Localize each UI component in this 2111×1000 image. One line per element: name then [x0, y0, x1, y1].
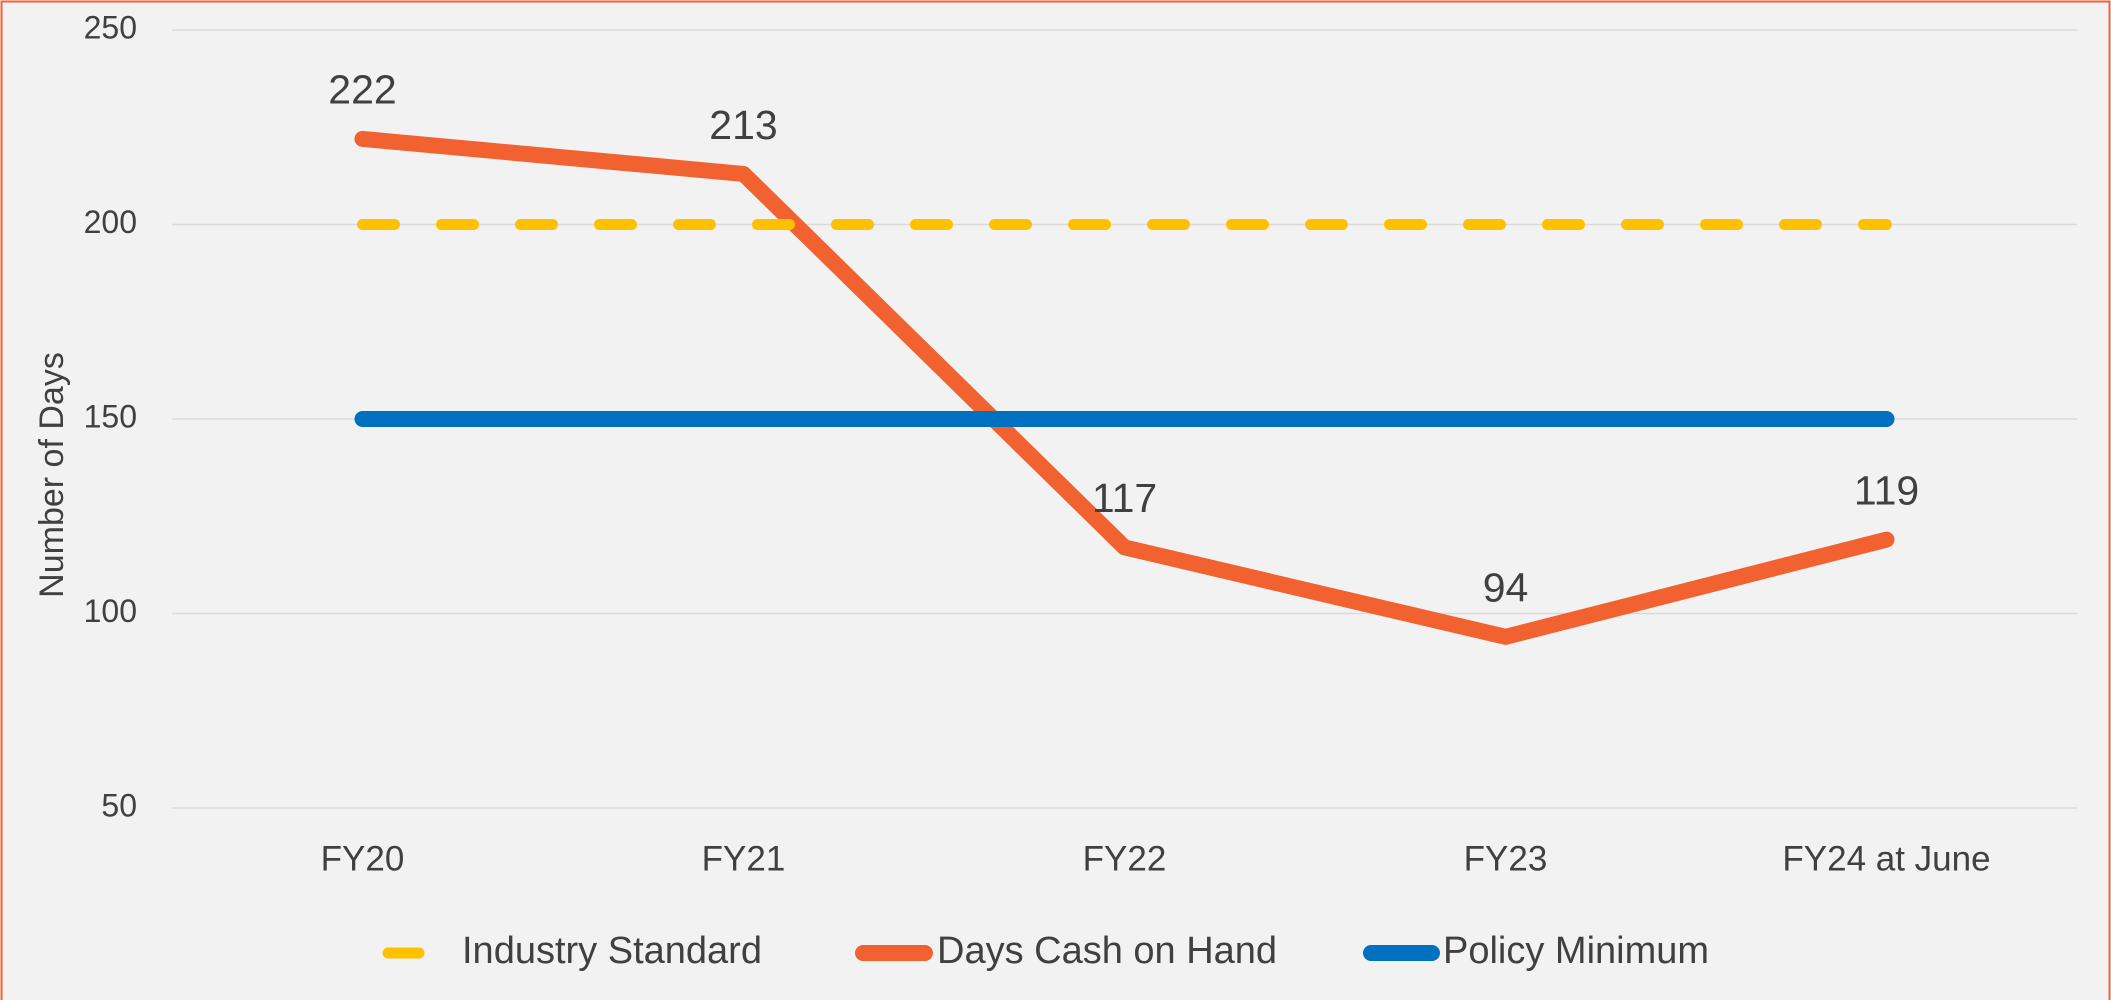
legend-label: Days Cash on Hand: [937, 930, 1277, 972]
series-line: [354, 130, 1895, 645]
data-label: 213: [709, 102, 777, 148]
x-tick-label: FY23: [1464, 839, 1548, 878]
legend-label: Industry Standard: [462, 930, 762, 972]
y-axis-label: Number of Days: [33, 352, 71, 598]
x-tick-label: FY24 at June: [1782, 839, 1990, 878]
y-tick-label: 200: [84, 204, 137, 240]
data-label: 117: [1092, 475, 1157, 521]
y-tick-label: 250: [84, 9, 137, 45]
data-label: 119: [1854, 467, 1919, 513]
x-tick-label: FY22: [1083, 839, 1167, 878]
data-label: 222: [328, 67, 396, 113]
legend-label: Policy Minimum: [1443, 930, 1709, 972]
y-tick-label: 150: [84, 398, 137, 434]
data-label: 94: [1483, 565, 1529, 611]
x-tick-label: FY21: [702, 839, 786, 878]
y-tick-label: 100: [84, 593, 137, 629]
y-tick-label: 50: [101, 787, 137, 823]
x-tick-label: FY20: [321, 839, 405, 878]
